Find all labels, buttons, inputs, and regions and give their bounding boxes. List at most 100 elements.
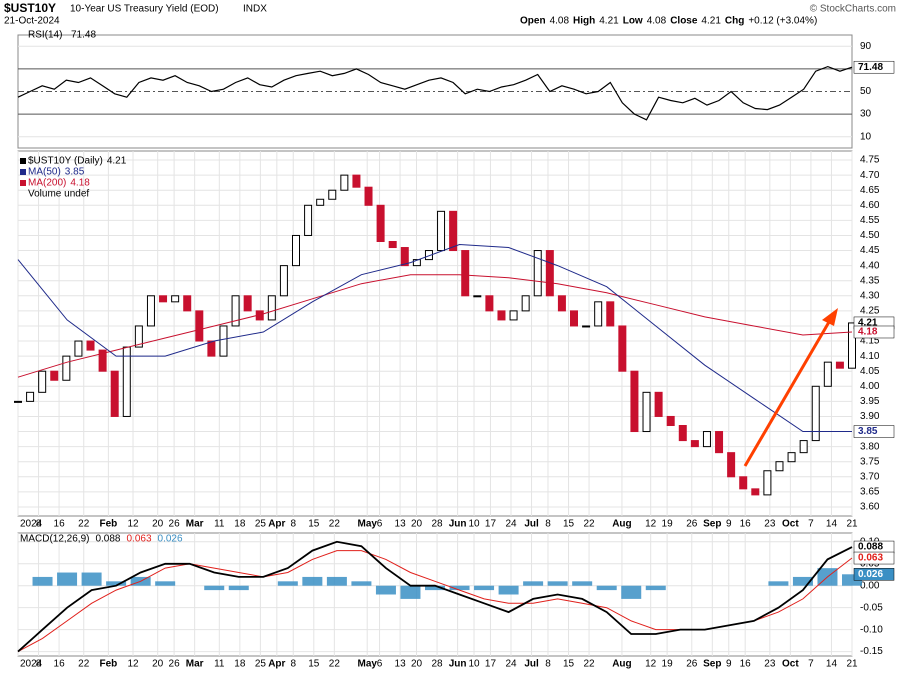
x-tick-label: 16 <box>54 659 66 670</box>
quote-label: Open <box>520 16 546 27</box>
x-tick-label: 10 <box>468 659 480 670</box>
candle <box>231 295 240 327</box>
candle <box>811 385 820 442</box>
candle <box>400 247 409 267</box>
x-tick-label: Apr <box>268 659 285 670</box>
candle <box>751 488 760 496</box>
x-tick-label: 8 <box>545 519 551 530</box>
y-tick-label: 4.45 <box>860 245 880 256</box>
x-tick-label: Jun <box>449 519 467 530</box>
x-tick-label: 8 <box>290 519 296 530</box>
legend-swatch <box>20 158 26 164</box>
legend-name: MACD(12,26,9) <box>20 534 89 545</box>
candle <box>473 295 482 298</box>
candle <box>159 295 168 303</box>
x-tick-label: 2024 <box>20 659 43 670</box>
candle <box>449 210 458 252</box>
x-tick-label: 14 <box>826 519 838 530</box>
y-tick-label: 4.60 <box>860 200 880 211</box>
x-tick-label: 22 <box>78 519 90 530</box>
x-tick-label: May <box>357 659 377 670</box>
legend-value: 0.063 <box>127 534 152 545</box>
x-tick-label: 22 <box>329 519 341 530</box>
x-tick-label: 15 <box>563 659 575 670</box>
x-tick-label: May <box>357 519 377 530</box>
x-tick-label: 26 <box>169 659 181 670</box>
y-tick-label: 4.15 <box>860 336 880 347</box>
legend-value: 71.48 <box>71 30 96 41</box>
histogram-bar <box>596 585 617 591</box>
legend-volume: Volume undef <box>28 189 89 200</box>
histogram-bar <box>57 572 78 586</box>
legend-value: 4.18 <box>70 178 90 189</box>
y-tick-label: 3.60 <box>860 502 880 513</box>
x-tick-label: 8 <box>36 519 42 530</box>
x-tick-label: Apr <box>268 519 285 530</box>
y-tick-label: 3.95 <box>860 396 880 407</box>
candle <box>739 476 748 490</box>
panel-frame <box>17 532 853 657</box>
series-line <box>17 550 853 653</box>
histogram-bar <box>768 581 789 586</box>
histogram-bar <box>498 585 519 595</box>
y-tick-label: 4.65 <box>860 185 880 196</box>
quote-value: 4.21 <box>599 16 619 27</box>
x-tick-label: 19 <box>662 659 674 670</box>
x-tick-label: 28 <box>431 519 443 530</box>
candle <box>437 210 446 252</box>
candle <box>328 189 337 200</box>
x-tick-label: Jul <box>524 659 539 670</box>
histogram-bar <box>228 585 249 591</box>
x-tick-label: 17 <box>485 659 497 670</box>
candle <box>62 355 71 381</box>
candle <box>86 340 95 351</box>
candle <box>267 295 276 321</box>
histogram-bar <box>326 576 347 586</box>
x-tick-label: 7 <box>808 519 814 530</box>
x-tick-label: 8 <box>36 659 42 670</box>
candle <box>292 234 300 267</box>
y-tick-label: 10 <box>860 131 872 142</box>
candle <box>279 265 288 297</box>
x-tick-label: 16 <box>740 519 752 530</box>
x-tick-label: 17 <box>485 519 497 530</box>
y-tick-label: -0.05 <box>860 602 883 613</box>
y-tick-label: 30 <box>860 109 872 120</box>
x-tick-label: 20 <box>411 519 423 530</box>
y-tick-label: 4.35 <box>860 275 880 286</box>
histogram-bar <box>449 585 470 591</box>
legend-value: 0.026 <box>158 534 183 545</box>
histogram-bar <box>204 585 225 591</box>
x-tick-label: Jul <box>524 519 539 530</box>
candle <box>557 295 566 312</box>
y-tick-label: 3.65 <box>860 487 880 498</box>
series-line <box>17 274 853 378</box>
quote-label: Close <box>670 16 698 27</box>
x-tick-label: Feb <box>99 519 117 530</box>
legend-swatch <box>20 169 26 175</box>
x-tick-label: 22 <box>78 659 90 670</box>
date: 21-Oct-2024 <box>4 16 60 27</box>
x-tick-label: Feb <box>99 659 117 670</box>
candle <box>14 400 22 403</box>
x-tick-label: 24 <box>505 519 517 530</box>
quote-label: Chg <box>725 16 744 27</box>
x-tick-label: 23 <box>764 659 776 670</box>
candle <box>690 440 699 448</box>
x-tick-label: 10 <box>468 519 480 530</box>
x-tick-label: 21 <box>846 659 858 670</box>
candle <box>642 391 651 433</box>
y-tick-label: -0.15 <box>860 646 883 657</box>
value-badge-label: 0.063 <box>858 553 883 564</box>
candle <box>316 198 325 206</box>
histogram-bar <box>474 585 495 591</box>
histogram-bar <box>155 581 176 586</box>
x-tick-label: Sep <box>703 519 721 530</box>
histogram-bar <box>106 581 127 586</box>
symbol: $UST10Y <box>4 1 56 15</box>
candle <box>787 452 796 463</box>
x-tick-label: 12 <box>645 659 657 670</box>
credit: © StockCharts.com <box>810 4 896 15</box>
legend-swatch <box>20 180 26 186</box>
x-tick-label: 20 <box>411 659 423 670</box>
